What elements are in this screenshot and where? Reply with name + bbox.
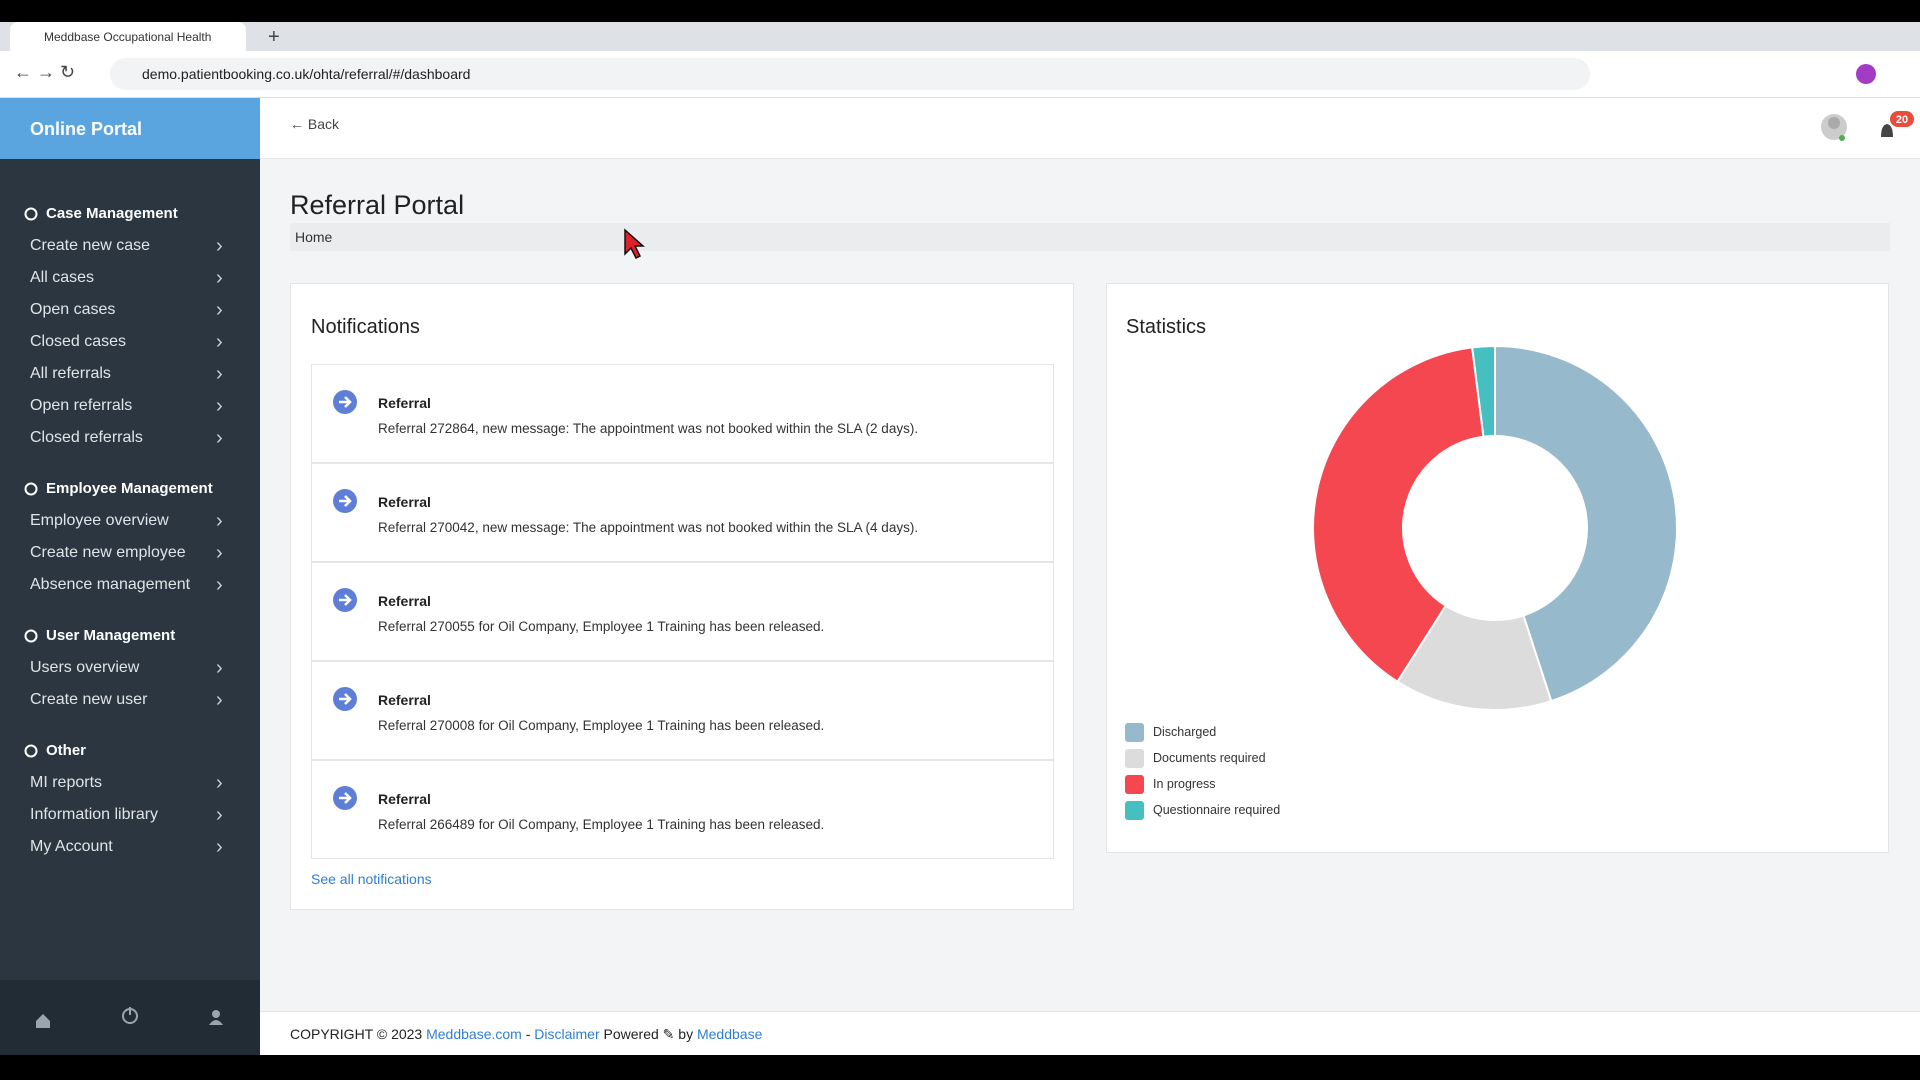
notification-heading: Referral <box>378 395 431 411</box>
footer: COPYRIGHT © 2023 Meddbase.com - Disclaim… <box>260 1011 1920 1055</box>
legend-entry[interactable]: Documents required <box>1125 745 1280 771</box>
nav-item[interactable]: MI reports <box>0 767 260 799</box>
breadcrumb[interactable]: Home <box>290 223 1890 251</box>
notification-heading: Referral <box>378 593 431 609</box>
notification-item[interactable]: Referral Referral 270008 for Oil Company,… <box>311 661 1054 760</box>
page-title: Referral Portal <box>290 190 465 220</box>
legend-label: Questionnaire required <box>1153 803 1281 817</box>
notification-text: Referral 270042, new message: The appoin… <box>378 520 919 535</box>
browser-tab[interactable]: Meddbase Occupational Health <box>10 22 246 51</box>
nav-item[interactable]: Employee overview <box>0 505 260 537</box>
copyright: COPYRIGHT © 2023 <box>290 1026 423 1042</box>
nav-section-title: Employee Management <box>0 473 260 505</box>
notifications-title: Notifications <box>311 316 420 338</box>
arrow-icon <box>333 588 357 612</box>
nav-section-title: Other <box>0 735 260 767</box>
sidebar-footer <box>0 980 260 1055</box>
legend-label: Discharged <box>1153 725 1217 739</box>
nav-section-title: Case Management <box>0 198 260 230</box>
notification-item[interactable]: Referral Referral 270042, new message: Th… <box>311 463 1054 562</box>
notification-item[interactable]: Referral Referral 270055 for Oil Company,… <box>311 562 1054 661</box>
nav-section-text: Other <box>46 742 87 759</box>
legend-entry[interactable]: Questionnaire required <box>1125 797 1280 823</box>
new-tab[interactable]: + <box>268 26 280 48</box>
legend-label: In progress <box>1153 777 1216 791</box>
donut-segment <box>1494 344 1678 703</box>
nav-item[interactable]: All cases <box>0 262 260 294</box>
donut-segment <box>1312 346 1485 684</box>
notification-text: Referral 272864, new message: The appoin… <box>378 421 919 436</box>
nav-item[interactable]: Closed cases <box>0 326 260 358</box>
by: by <box>678 1026 694 1042</box>
nav-section-text: Employee Management <box>46 480 213 497</box>
notification-text: Referral 270055 for Oil Company, Employe… <box>378 619 825 634</box>
top-header <box>260 98 1920 159</box>
nav-section-text: Case Management <box>46 205 178 222</box>
notification-heading: Referral <box>378 692 431 708</box>
notification-heading: Referral <box>378 494 431 510</box>
header-icons[interactable]: 20 <box>1818 111 1918 147</box>
arrow-icon <box>333 687 357 711</box>
nav-item[interactable]: Create new user <box>0 684 260 716</box>
legend-swatch <box>1125 748 1144 768</box>
profile-icon[interactable] <box>1856 64 1876 84</box>
legend-label: Documents required <box>1153 751 1266 765</box>
notification-item[interactable]: Referral Referral 272864, new message: Th… <box>311 364 1054 463</box>
legend-swatch <box>1125 774 1144 794</box>
back-text[interactable]: Back <box>307 116 340 132</box>
nav-item[interactable]: Create new employee <box>0 537 260 569</box>
legend-swatch <box>1125 800 1144 820</box>
legend-entry[interactable]: In progress <box>1125 771 1280 797</box>
nav-gap <box>0 454 260 473</box>
back-link[interactable]: ← Back <box>290 116 340 132</box>
powered: Powered <box>603 1026 659 1042</box>
disclaimer-link[interactable]: Disclaimer <box>534 1026 600 1042</box>
nav-section-title: User Management <box>0 620 260 652</box>
nav-item[interactable]: Create new case <box>0 230 260 262</box>
legend: Discharged Documents required In progress Q… <box>1125 719 1280 823</box>
nav-item[interactable]: My Account <box>0 831 260 863</box>
nav-gap <box>0 716 260 735</box>
vendor-link[interactable]: Meddbase <box>696 1026 763 1042</box>
notification-badge: 20 <box>1896 114 1908 126</box>
notification-item[interactable]: Referral Referral 266489 for Oil Company,… <box>311 760 1054 859</box>
chart-title: Statistics <box>1126 316 1207 338</box>
nav-item[interactable]: Absence management <box>0 569 260 601</box>
notification-text: Referral 270008 for Oil Company, Employe… <box>378 718 825 733</box>
legend-swatch <box>1125 722 1144 742</box>
donut-chart <box>1312 344 1678 711</box>
arrow-icon <box>333 489 357 513</box>
sidebar-icons[interactable] <box>0 980 260 1055</box>
nav-gap <box>0 863 260 882</box>
notification-text: Referral 266489 for Oil Company, Employe… <box>378 817 825 832</box>
legend-entry[interactable]: Discharged <box>1125 719 1280 745</box>
site-link[interactable]: Meddbase.com <box>426 1026 522 1042</box>
notification-heading: Referral <box>378 791 431 807</box>
arrow-icon <box>333 390 357 414</box>
nav-section-text: User Management <box>46 627 176 644</box>
brand[interactable]: Online Portal <box>0 98 260 159</box>
nav-item[interactable]: Open cases <box>0 294 260 326</box>
nav-buttons[interactable]: ← → ↻ <box>14 62 76 82</box>
url-bar[interactable]: demo.patientbooking.co.uk/ohta/referral/… <box>110 58 1590 90</box>
separator: - <box>525 1026 531 1042</box>
nav-gap <box>0 601 260 620</box>
nav-item[interactable]: Open referrals <box>0 390 260 422</box>
nav-item[interactable]: Closed referrals <box>0 422 260 454</box>
nav-item[interactable]: All referrals <box>0 358 260 390</box>
arrow-icon <box>333 786 357 810</box>
nav-item[interactable]: Users overview <box>0 652 260 684</box>
nav-item[interactable]: Information library <box>0 799 260 831</box>
see-all-link[interactable]: See all notifications <box>311 871 432 887</box>
tab-bar <box>0 22 1920 51</box>
mouse-cursor <box>624 228 645 260</box>
donut-segment <box>1471 344 1496 438</box>
